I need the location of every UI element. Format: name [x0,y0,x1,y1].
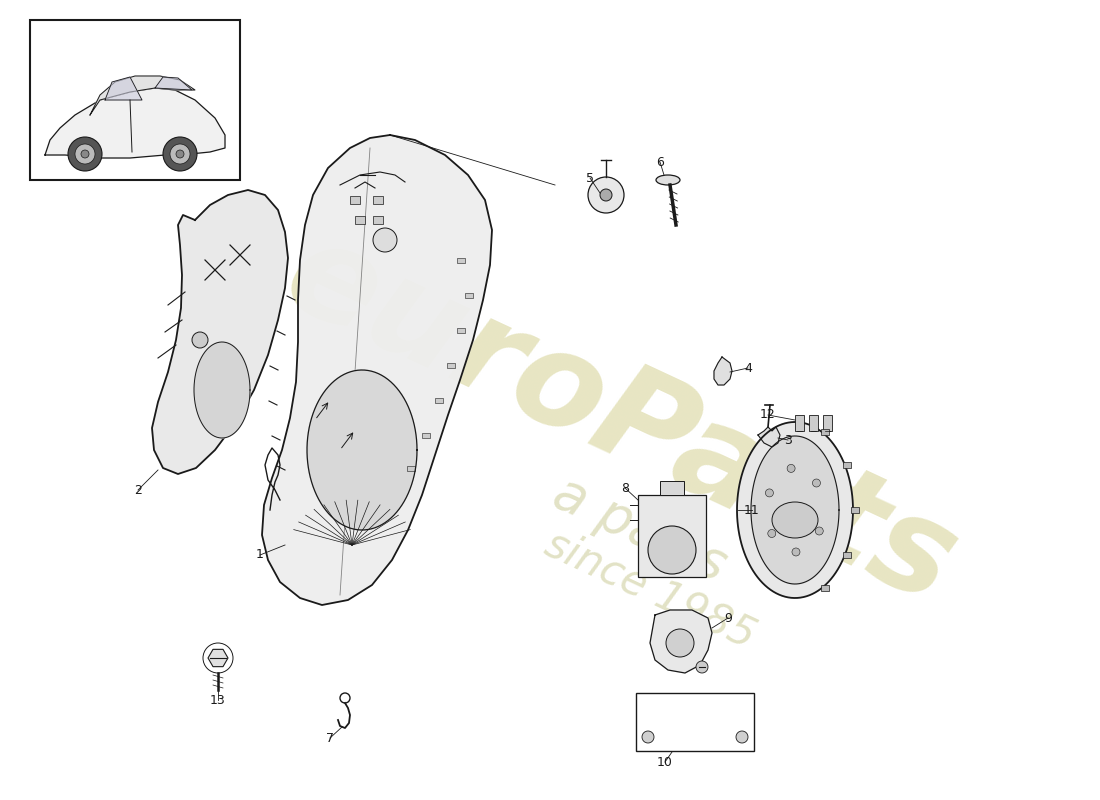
Ellipse shape [656,175,680,185]
Bar [660,481,684,495]
Bar [823,415,832,431]
Text: a parts: a parts [546,467,735,593]
Polygon shape [262,135,492,605]
Polygon shape [104,77,142,100]
Polygon shape [714,357,732,385]
Text: 1: 1 [256,549,264,562]
Bar [350,196,360,204]
Circle shape [788,465,795,473]
Circle shape [666,629,694,657]
Circle shape [75,144,95,164]
Circle shape [588,177,624,213]
Bar [821,429,829,435]
Circle shape [768,530,776,538]
Text: 8: 8 [621,482,629,494]
Bar [407,466,415,471]
Circle shape [600,189,612,201]
Polygon shape [155,77,192,90]
Bar [821,585,829,591]
Bar [456,328,465,333]
Polygon shape [208,650,228,666]
Bar [373,216,383,224]
Polygon shape [758,427,780,447]
Circle shape [766,489,773,497]
Bar [355,216,365,224]
Polygon shape [307,370,417,530]
Text: euroParts: euroParts [265,210,975,630]
Text: 6: 6 [656,155,664,169]
Circle shape [736,731,748,743]
Bar [30,20,240,180]
Polygon shape [737,422,852,598]
Bar [456,258,465,263]
Text: 5: 5 [586,171,594,185]
Bar [636,693,754,751]
Circle shape [813,479,821,487]
Text: 10: 10 [657,755,673,769]
Bar [808,415,818,431]
Bar [373,196,383,204]
Text: 4: 4 [744,362,752,374]
Text: 13: 13 [210,694,225,706]
Text: since 1985: since 1985 [538,523,762,657]
Bar [434,398,443,403]
Text: 11: 11 [744,503,760,517]
Bar [465,293,473,298]
Bar [843,552,851,558]
Bar [795,415,804,431]
Bar [843,462,851,468]
Circle shape [192,332,208,348]
Polygon shape [650,610,712,673]
Circle shape [642,731,654,743]
Text: 3: 3 [784,434,792,446]
Polygon shape [45,88,225,158]
Circle shape [170,144,190,164]
Circle shape [648,526,696,574]
Polygon shape [194,342,250,438]
Circle shape [792,548,800,556]
Ellipse shape [772,502,818,538]
Circle shape [68,137,102,171]
Bar [851,507,859,513]
Text: 12: 12 [760,409,775,422]
Circle shape [696,661,708,673]
Polygon shape [751,436,839,584]
Bar [422,433,430,438]
Circle shape [176,150,184,158]
Text: 9: 9 [724,611,732,625]
Circle shape [815,527,823,535]
Circle shape [81,150,89,158]
Bar [447,363,455,368]
Text: 2: 2 [134,483,142,497]
Circle shape [373,228,397,252]
Polygon shape [90,76,195,115]
Polygon shape [152,190,288,474]
Circle shape [163,137,197,171]
Text: 7: 7 [326,731,334,745]
Bar [638,495,706,577]
